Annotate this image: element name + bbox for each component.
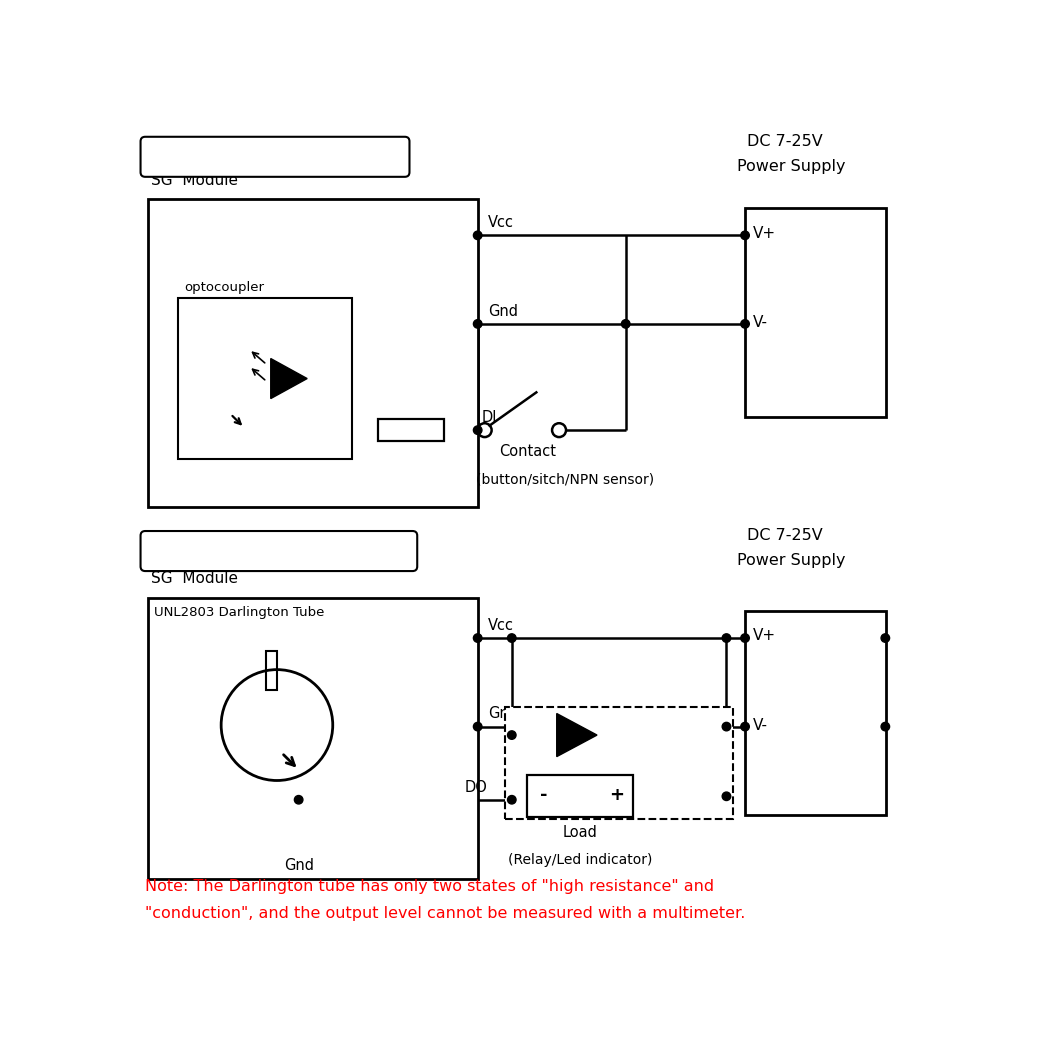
Circle shape	[474, 319, 482, 328]
Text: V+: V+	[753, 227, 776, 242]
Text: Contact: Contact	[500, 444, 556, 459]
Circle shape	[474, 722, 482, 731]
Bar	[148, 200, 478, 507]
Circle shape	[294, 796, 302, 804]
Text: Gnd: Gnd	[488, 303, 518, 318]
Circle shape	[881, 722, 889, 731]
Text: V+: V+	[753, 628, 776, 644]
Text: UNL2803 Darlington Tube: UNL2803 Darlington Tube	[154, 606, 324, 618]
Text: SG  Module: SG Module	[150, 571, 237, 587]
Circle shape	[474, 426, 482, 435]
Bar	[746, 611, 886, 815]
Text: V-: V-	[753, 717, 768, 733]
FancyBboxPatch shape	[141, 531, 417, 571]
Text: Vcc: Vcc	[488, 617, 513, 633]
Circle shape	[741, 722, 750, 731]
Text: Load: Load	[563, 825, 597, 840]
Circle shape	[507, 634, 516, 643]
Text: +: +	[609, 785, 624, 803]
Circle shape	[622, 319, 630, 328]
Bar	[746, 208, 886, 417]
Circle shape	[722, 792, 731, 800]
Text: 2 Digital output wiring diagram: 2 Digital output wiring diagram	[160, 548, 399, 564]
Text: Power Supply: Power Supply	[737, 553, 846, 568]
Text: Note: The Darlington tube has only two states of "high resistance" and: Note: The Darlington tube has only two s…	[145, 880, 714, 895]
Bar	[505, 708, 733, 819]
Text: DI: DI	[482, 410, 497, 425]
Bar	[177, 298, 352, 459]
Text: Gnd: Gnd	[488, 707, 518, 721]
Polygon shape	[271, 358, 308, 399]
Bar	[266, 651, 277, 690]
Text: (Relay/Led indicator): (Relay/Led indicator)	[508, 853, 652, 867]
Bar	[148, 598, 478, 879]
Circle shape	[741, 319, 750, 328]
Text: Vcc: Vcc	[488, 215, 513, 230]
Circle shape	[881, 634, 889, 643]
Text: Gnd: Gnd	[284, 858, 314, 873]
FancyBboxPatch shape	[141, 136, 410, 176]
Circle shape	[507, 796, 516, 804]
Text: DO: DO	[464, 780, 487, 795]
Text: SG  Module: SG Module	[150, 172, 237, 188]
Text: "conduction", and the output level cannot be measured with a multimeter.: "conduction", and the output level canno…	[145, 906, 745, 921]
Bar	[526, 775, 633, 818]
Text: V-: V-	[753, 315, 768, 330]
Circle shape	[507, 731, 516, 739]
Polygon shape	[556, 714, 597, 757]
Circle shape	[741, 231, 750, 239]
Text: 1 Digital Input Wiring Diagram: 1 Digital Input Wiring Diagram	[160, 154, 392, 169]
Text: optocoupler: optocoupler	[184, 280, 264, 294]
Circle shape	[474, 634, 482, 643]
Circle shape	[474, 231, 482, 239]
Text: (button/sitch/NPN sensor): (button/sitch/NPN sensor)	[476, 472, 654, 486]
Text: -: -	[540, 785, 547, 803]
Circle shape	[722, 722, 731, 731]
Text: Power Supply: Power Supply	[737, 159, 846, 173]
Circle shape	[741, 634, 750, 643]
Circle shape	[722, 634, 731, 643]
Text: DC 7-25V: DC 7-25V	[748, 528, 823, 543]
Text: DC 7-25V: DC 7-25V	[748, 134, 823, 149]
Bar	[378, 419, 443, 441]
